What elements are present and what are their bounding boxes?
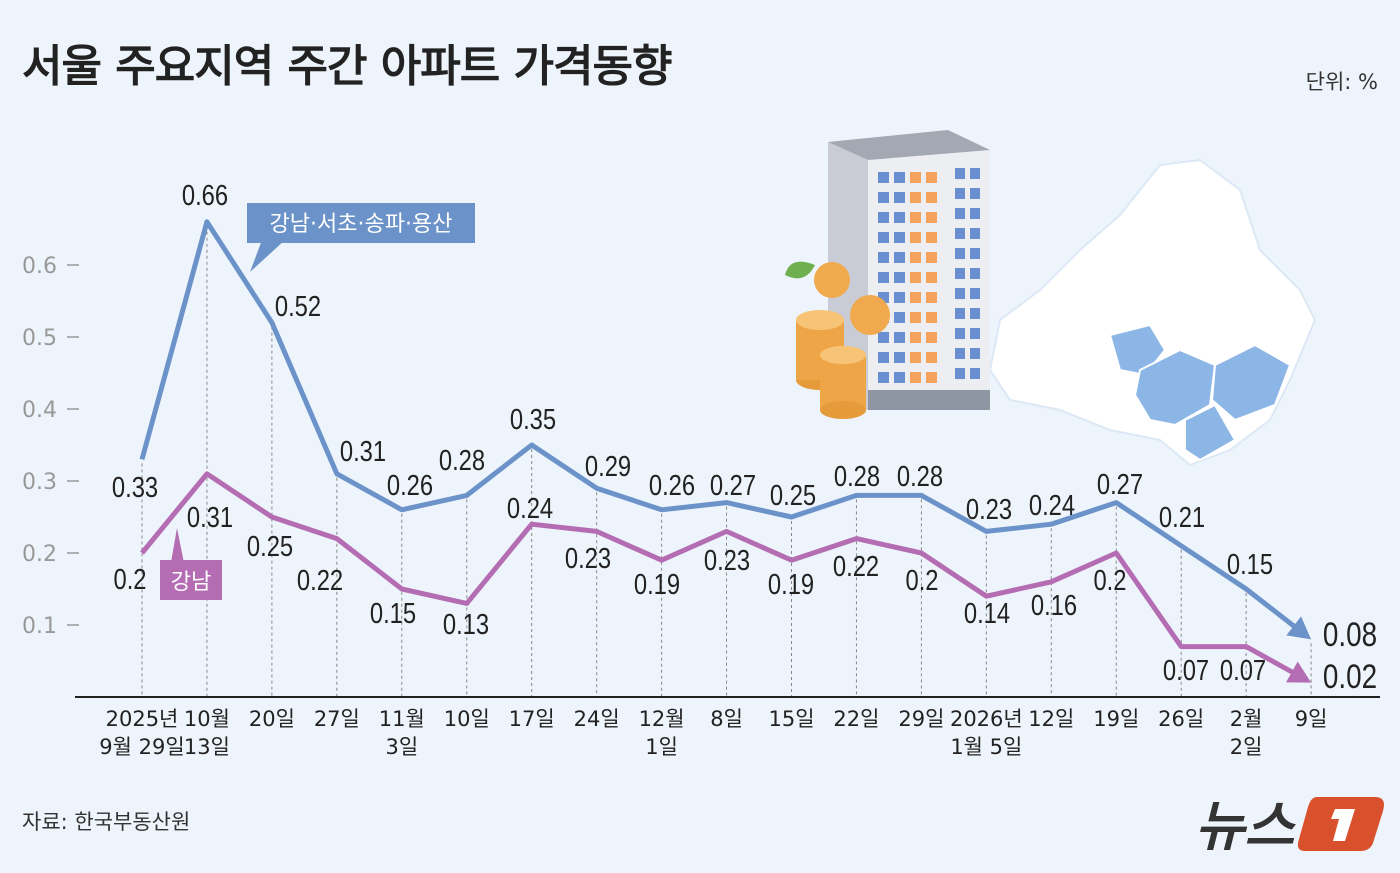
x-tick-label: 2일	[1230, 735, 1263, 759]
legend-label: 강남	[171, 570, 211, 595]
data-label: 0.23	[966, 493, 1012, 526]
x-tick-label: 10일	[444, 707, 490, 731]
x-tick-label: 2월	[1230, 707, 1263, 731]
data-label: 0.02	[1323, 657, 1377, 695]
data-label: 0.16	[1031, 589, 1077, 622]
svg-text:뉴스: 뉴스	[1195, 795, 1297, 855]
data-label: 0.52	[275, 290, 321, 323]
data-label: 0.26	[649, 469, 695, 502]
data-label: 0.28	[897, 460, 943, 493]
data-label: 0.28	[834, 460, 880, 493]
news1-logo: 뉴스	[1195, 795, 1384, 855]
data-label: 0.07	[1220, 654, 1266, 687]
data-label: 0.15	[370, 597, 416, 630]
data-label: 0.08	[1323, 615, 1377, 653]
x-tick-label: 9월 29일	[99, 735, 184, 759]
data-label: 0.15	[1227, 548, 1273, 581]
x-tick-label: 2026년	[950, 707, 1023, 731]
y-tick-label: 0.4	[22, 398, 57, 423]
data-label: 0.24	[507, 492, 553, 525]
x-tick-label: 8일	[710, 707, 743, 731]
data-label: 0.13	[443, 608, 489, 641]
data-label: 0.66	[182, 179, 228, 212]
data-label: 0.14	[964, 597, 1010, 630]
data-label: 0.29	[585, 450, 631, 483]
y-tick-label: 0.1	[22, 614, 57, 639]
data-label: 0.21	[1159, 501, 1205, 534]
data-label: 0.26	[387, 469, 433, 502]
legend-purple: 강남	[160, 528, 222, 600]
data-label: 0.2	[905, 564, 938, 597]
x-tick-label: 17일	[509, 707, 555, 731]
y-tick-label: 0.2	[22, 542, 57, 567]
data-label: 0.35	[510, 403, 556, 436]
data-label: 0.24	[1029, 489, 1075, 522]
data-label: 0.31	[187, 501, 233, 534]
data-label: 0.22	[297, 564, 343, 597]
series-arrowhead	[1286, 616, 1312, 640]
x-tick-label: 12월	[639, 707, 685, 731]
legend-label: 강남·서초·송파·용산	[270, 212, 453, 237]
x-tick-label: 12일	[1028, 707, 1074, 731]
series-arrowhead	[1286, 661, 1312, 683]
data-label: 0.19	[768, 568, 814, 601]
legend-blue: 강남·서초·송파·용산	[247, 203, 475, 272]
source-label: 자료: 한국부동산원	[22, 810, 191, 834]
page-title: 서울 주요지역 주간 아파트 가격동향	[22, 41, 672, 92]
x-tick-label: 20일	[249, 707, 295, 731]
x-tick-label: 22일	[833, 707, 879, 731]
x-tick-label: 1일	[645, 735, 678, 759]
data-label: 0.2	[113, 563, 146, 596]
coins-illustration	[785, 261, 890, 419]
x-tick-label: 1월 5일	[950, 735, 1022, 759]
data-label: 0.33	[112, 471, 158, 504]
data-label: 0.19	[634, 568, 680, 601]
data-label: 0.27	[710, 469, 756, 502]
x-tick-label: 13일	[184, 735, 230, 759]
y-tick-label: 0.6	[22, 254, 57, 279]
data-label: 0.22	[833, 550, 879, 583]
y-tick-label: 0.5	[22, 326, 57, 351]
data-label: 0.28	[439, 444, 485, 477]
data-label: 0.27	[1097, 468, 1143, 501]
x-tick-label: 9일	[1295, 707, 1328, 731]
x-tick-label: 10월	[184, 707, 230, 731]
data-label: 0.07	[1163, 654, 1209, 687]
x-tick-label: 2025년	[106, 707, 179, 731]
seoul-map-illustration	[988, 158, 1317, 467]
data-label: 0.25	[770, 479, 816, 512]
data-label: 0.2	[1093, 564, 1126, 597]
x-tick-label: 15일	[768, 707, 814, 731]
data-label: 0.23	[704, 544, 750, 577]
data-label: 0.31	[340, 435, 386, 468]
x-tick-label: 11월	[379, 707, 425, 731]
y-tick-label: 0.3	[22, 470, 57, 495]
x-tick-label: 24일	[574, 707, 620, 731]
data-label: 0.25	[247, 530, 293, 563]
x-tick-label: 19일	[1093, 707, 1139, 731]
unit-label: 단위: %	[1305, 70, 1378, 94]
x-tick-label: 27일	[314, 707, 360, 731]
data-label: 0.23	[565, 542, 611, 575]
x-tick-label: 3일	[385, 735, 418, 759]
x-tick-label: 26일	[1158, 707, 1204, 731]
x-tick-label: 29일	[898, 707, 944, 731]
